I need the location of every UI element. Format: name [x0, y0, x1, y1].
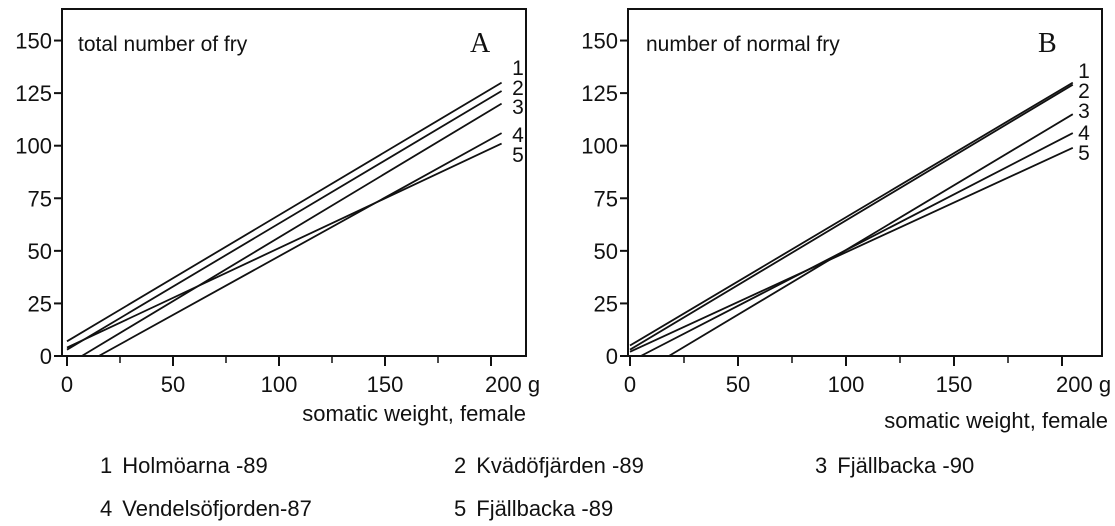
x-tick-label: 200 g — [1056, 372, 1111, 397]
panel-a: total number of fry A 123 45 0 50 100 150 200… — [15, 8, 540, 426]
x-tick-label: 150 — [936, 372, 973, 397]
series-line-2 — [66, 90, 503, 351]
series-line-3 — [668, 113, 1074, 357]
legend-number: 3 — [815, 453, 828, 478]
legend-label: Holmöarna -89 — [122, 453, 268, 478]
legend-label: Kvädöfjärden -89 — [476, 453, 644, 478]
x-tick-label: 100 — [261, 372, 298, 397]
x-tick-label: 50 — [726, 372, 750, 397]
series-label-4: 4 — [1078, 122, 1090, 145]
series-label-3: 3 — [512, 96, 524, 119]
plot-frame — [61, 8, 527, 357]
y-tick-label: 125 — [581, 81, 618, 106]
series-label-3: 3 — [1078, 100, 1090, 123]
plot-frame — [627, 8, 1103, 357]
y-tick-label: 75 — [594, 186, 618, 211]
legend-item: 3 Fjällbacka -90 — [815, 453, 984, 479]
x-axis-title: somatic weight, female — [302, 401, 526, 426]
legend-item: 2 Kvädöfjärden -89 — [454, 453, 654, 479]
series-line-4 — [640, 132, 1074, 357]
series-line-1 — [629, 81, 1074, 347]
series-line-2 — [629, 83, 1074, 351]
legend-number: 2 — [454, 453, 467, 478]
series-label-2: 2 — [1078, 80, 1090, 103]
x-tick-label: 200 g — [485, 372, 540, 397]
y-tick-label: 0 — [40, 344, 52, 369]
x-tick-label: 0 — [61, 372, 73, 397]
series-label-2: 2 — [512, 77, 524, 100]
y-tick-label: 150 — [15, 29, 52, 54]
y-tick-label: 150 — [581, 29, 618, 54]
x-axis-ticks: 0 50 100 150 200 g — [624, 356, 1111, 397]
legend-label: Vendelsöfjorden-87 — [122, 496, 312, 521]
legend-label: Fjällbacka -90 — [837, 453, 975, 478]
x-axis-ticks: 0 50 100 150 200 g — [61, 356, 540, 397]
x-tick-label: 100 — [828, 372, 865, 397]
y-tick-label: 75 — [28, 186, 52, 211]
x-axis-title: somatic weight, female — [884, 408, 1108, 433]
legend-number: 1 — [100, 453, 113, 478]
series-line-3 — [81, 102, 503, 357]
series-label-4: 4 — [512, 124, 524, 147]
series-line-4 — [98, 132, 503, 357]
legend-item: 1 Holmöarna -89 — [100, 453, 278, 479]
y-tick-label: 25 — [594, 291, 618, 316]
panel-letter: A — [470, 28, 491, 59]
y-tick-label: 0 — [606, 344, 618, 369]
panel-letter: B — [1038, 28, 1057, 59]
y-tick-label: 100 — [581, 134, 618, 159]
legend-label: Fjällbacka -89 — [476, 496, 614, 521]
series-label-1: 1 — [1078, 60, 1090, 83]
y-tick-label: 100 — [15, 134, 52, 159]
legend-number: 4 — [100, 496, 113, 521]
y-axis-ticks: 0 25 50 75 100 125 150 — [15, 29, 62, 369]
legend-item: 5 Fjällbacka -89 — [454, 496, 623, 522]
legend-item: 4 Vendelsöfjorden-87 — [100, 496, 322, 522]
x-tick-label: 0 — [624, 372, 636, 397]
series-label-1: 1 — [512, 57, 524, 80]
series-label-5: 5 — [1078, 142, 1090, 165]
y-tick-label: 25 — [28, 291, 52, 316]
y-axis-ticks: 0 25 50 75 100 125 150 — [581, 29, 628, 369]
series-line-1 — [66, 81, 503, 343]
x-tick-label: 50 — [161, 372, 185, 397]
series-line-5 — [629, 146, 1074, 353]
panel-title: number of normal fry — [646, 33, 840, 56]
series-label-5: 5 — [512, 144, 524, 167]
series-line-5 — [66, 142, 502, 349]
x-tick-label: 150 — [367, 372, 404, 397]
panel-title: total number of fry — [78, 33, 248, 56]
y-tick-label: 125 — [15, 81, 52, 106]
series-layer: 123 45 — [66, 57, 524, 357]
legend-number: 5 — [454, 496, 467, 521]
y-tick-label: 50 — [28, 239, 52, 264]
y-tick-label: 50 — [594, 239, 618, 264]
